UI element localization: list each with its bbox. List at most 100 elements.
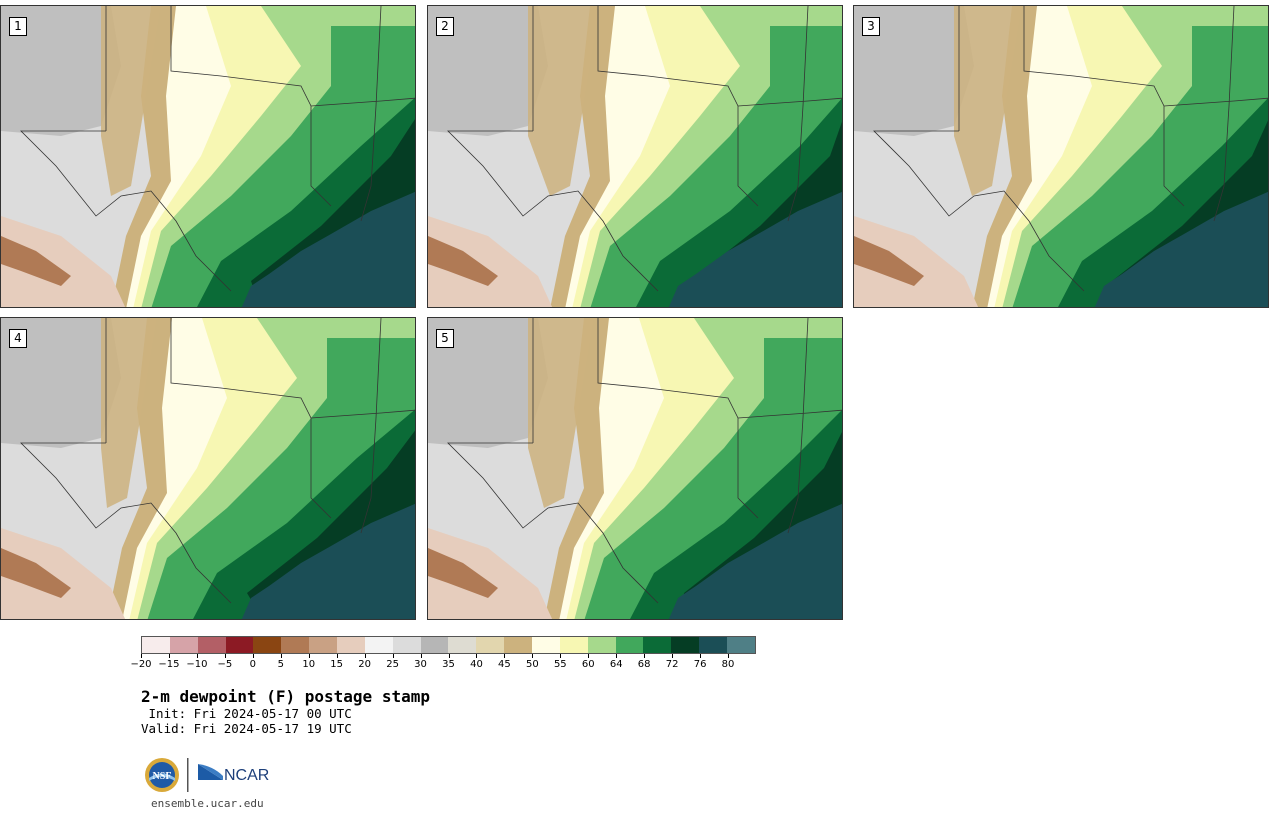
border-oklahoma xyxy=(597,318,759,519)
dewpoint-map xyxy=(428,6,842,307)
colorbar-swatch xyxy=(420,637,449,653)
band-darkest xyxy=(683,432,842,608)
map-panel-4: 4 xyxy=(0,317,416,620)
border-texas xyxy=(20,318,232,604)
border-texas xyxy=(20,6,232,292)
terrain-gray xyxy=(1,6,121,136)
colorbar-swatch xyxy=(532,637,560,653)
colorbar-swatch xyxy=(169,637,198,653)
colorbar-ticks: −20 −15 −10 −5 0 5 10 15 20 25 30 35 40 45 50 55 60 64 68 7… xyxy=(130,654,756,674)
band-dark-green xyxy=(1058,98,1268,307)
panel-number: 3 xyxy=(862,17,880,36)
terrain-tan xyxy=(528,6,600,196)
colorbar-swatch xyxy=(643,637,672,653)
tick-label: 55 xyxy=(553,659,567,670)
tick-label: 50 xyxy=(525,659,539,670)
dewpoint-map xyxy=(428,318,842,619)
tick-mark xyxy=(196,654,198,658)
dewpoint-map xyxy=(1,318,415,619)
tick-label: 30 xyxy=(414,659,427,670)
border-east-states xyxy=(310,318,415,534)
dewpoint-map xyxy=(854,6,1268,307)
gulf xyxy=(668,503,842,619)
tick-label: 40 xyxy=(470,659,483,670)
tick-label: 60 xyxy=(581,659,595,670)
panel-number: 5 xyxy=(436,329,454,348)
logo-divider xyxy=(187,758,189,792)
colorbar-swatch xyxy=(587,637,616,653)
tick-label: 76 xyxy=(693,659,707,670)
tick-mark xyxy=(280,654,282,658)
colorbar-swatch xyxy=(337,637,365,653)
gulf xyxy=(1094,191,1268,307)
colorbar-swatch xyxy=(225,637,254,653)
tick-label: 72 xyxy=(665,659,679,670)
tick-label: −20 xyxy=(130,659,152,670)
terrain-gray xyxy=(854,6,974,136)
tick-label: −5 xyxy=(217,659,233,670)
valid-time: Valid: Fri 2024-05-17 19 UTC xyxy=(141,721,352,736)
colorbar-swatch xyxy=(699,637,728,653)
tick-mark xyxy=(728,654,730,658)
tick-mark xyxy=(364,654,366,658)
map-panel-1: 1 xyxy=(0,5,416,308)
border-texas xyxy=(447,6,659,292)
terrain-rose xyxy=(854,216,979,307)
colorbar-swatch xyxy=(615,637,644,653)
gulf xyxy=(668,191,842,307)
border-texas xyxy=(873,6,1085,292)
terrain-brown xyxy=(428,236,498,286)
colorbar-swatch xyxy=(253,637,282,653)
tick-label: 35 xyxy=(442,659,455,670)
colorbar-swatch xyxy=(197,637,226,653)
terrain-rose xyxy=(1,528,126,619)
terrain-brown xyxy=(1,548,71,598)
colorbar-swatch xyxy=(142,637,170,653)
tick-mark xyxy=(476,654,478,658)
tick-label: 5 xyxy=(277,659,284,670)
colorbar-swatch xyxy=(448,637,477,653)
tick-mark xyxy=(224,654,226,658)
ncar-text: NCAR xyxy=(224,767,269,784)
band-green xyxy=(584,338,842,619)
terrain-gray xyxy=(428,6,548,136)
map-panel-3: 3 xyxy=(853,5,1269,308)
tick-mark xyxy=(644,654,646,658)
band-dark-green xyxy=(193,409,415,619)
terrain-tan xyxy=(528,318,594,508)
terrain-tan xyxy=(101,318,157,508)
init-time: Init: Fri 2024-05-17 00 UTC xyxy=(141,706,352,721)
colorbar-swatch xyxy=(559,637,588,653)
panel-number: 1 xyxy=(9,17,27,36)
border-east-states xyxy=(737,6,842,222)
tick-label: −15 xyxy=(158,659,180,670)
border-oklahoma xyxy=(1023,6,1185,207)
band-green xyxy=(1012,26,1268,307)
terrain-gray xyxy=(1,318,121,448)
colorbar-swatch xyxy=(281,637,310,653)
terrain-gray xyxy=(428,318,548,448)
map-panel-5: 5 xyxy=(427,317,843,620)
colorbar-swatch xyxy=(364,637,393,653)
colorbar-swatch xyxy=(671,637,700,653)
tick-label: 10 xyxy=(302,659,316,670)
tick-label: 45 xyxy=(498,659,511,670)
figure-title: 2-m dewpoint (F) postage stamp xyxy=(141,687,430,706)
nsf-text: NSF xyxy=(153,771,172,782)
panel-number: 4 xyxy=(9,329,27,348)
terrain-rose xyxy=(428,216,553,307)
tick-mark xyxy=(168,654,170,658)
terrain-tan xyxy=(954,6,1022,196)
tick-mark xyxy=(141,654,142,658)
gulf xyxy=(241,503,415,619)
colorbar-swatch xyxy=(504,637,533,653)
band-dark-green xyxy=(197,97,415,307)
band-darkest xyxy=(247,430,415,608)
ncar-logo: NCAR xyxy=(198,764,269,784)
tick-mark xyxy=(336,654,338,658)
tick-mark xyxy=(504,654,506,658)
tick-label: 15 xyxy=(330,659,344,670)
panel-number: 2 xyxy=(436,17,454,36)
nsf-logo: NSF xyxy=(145,758,179,792)
terrain-tan xyxy=(101,6,161,196)
